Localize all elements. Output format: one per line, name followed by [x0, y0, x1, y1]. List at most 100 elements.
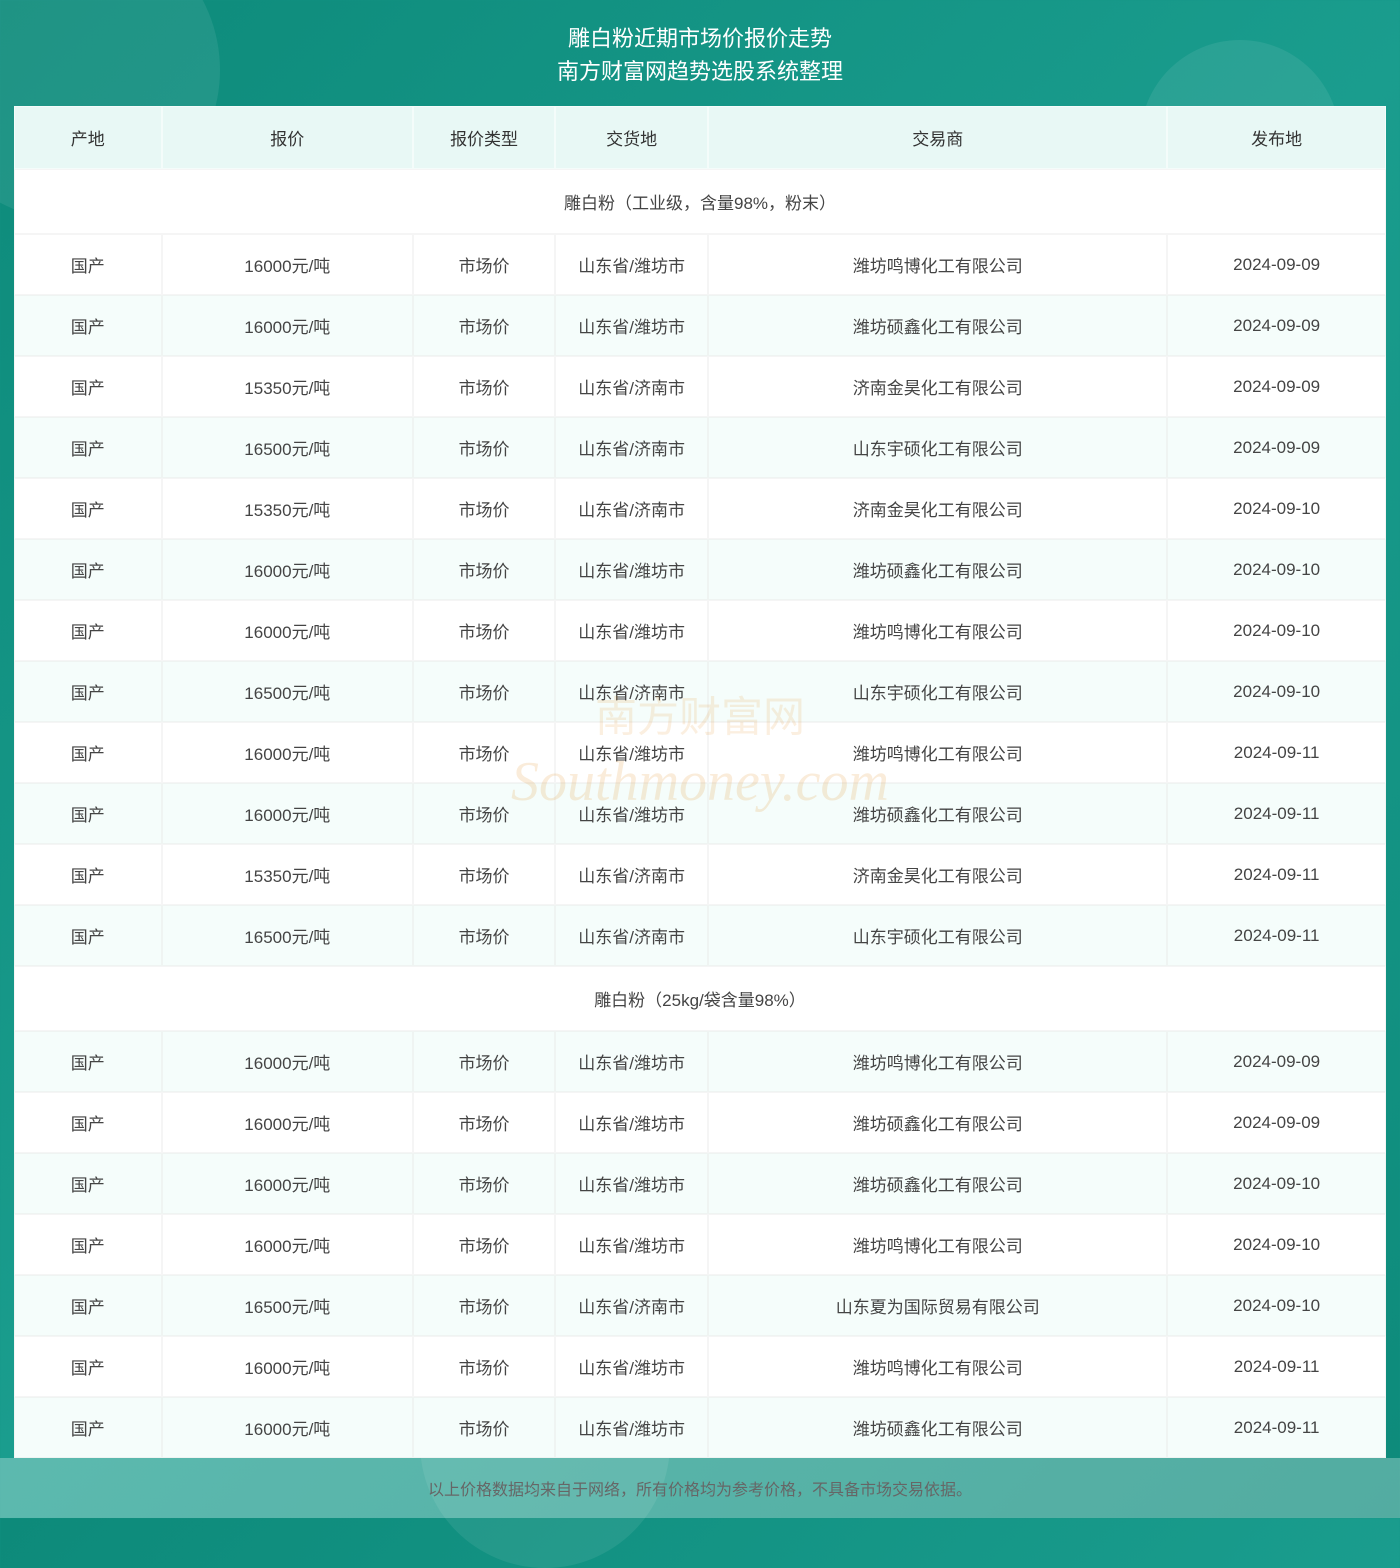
cell-origin: 国产	[14, 234, 162, 295]
table-row: 国产15350元/吨市场价山东省/济南市济南金昊化工有限公司2024-09-10	[14, 478, 1386, 539]
cell-type: 市场价	[413, 539, 555, 600]
col-header-origin: 产地	[14, 106, 162, 169]
cell-delivery: 山东省/济南市	[555, 478, 708, 539]
cell-trader: 潍坊硕鑫化工有限公司	[708, 1092, 1167, 1153]
cell-trader: 潍坊硕鑫化工有限公司	[708, 1397, 1167, 1458]
cell-trader: 济南金昊化工有限公司	[708, 478, 1167, 539]
table-row: 国产16500元/吨市场价山东省/济南市山东宇硕化工有限公司2024-09-09	[14, 417, 1386, 478]
cell-trader: 潍坊鸣博化工有限公司	[708, 1214, 1167, 1275]
cell-delivery: 山东省/济南市	[555, 1275, 708, 1336]
table-row: 国产16000元/吨市场价山东省/潍坊市潍坊硕鑫化工有限公司2024-09-09	[14, 1092, 1386, 1153]
cell-origin: 国产	[14, 539, 162, 600]
cell-date: 2024-09-10	[1167, 1275, 1386, 1336]
title-line-1: 雕白粉近期市场价报价走势	[0, 22, 1400, 55]
cell-trader: 山东宇硕化工有限公司	[708, 417, 1167, 478]
cell-date: 2024-09-09	[1167, 1031, 1386, 1092]
cell-price: 16000元/吨	[162, 539, 413, 600]
cell-type: 市场价	[413, 1336, 555, 1397]
cell-type: 市场价	[413, 478, 555, 539]
section-title: 雕白粉（25kg/袋含量98%）	[14, 966, 1386, 1031]
table-row: 国产16000元/吨市场价山东省/潍坊市潍坊硕鑫化工有限公司2024-09-10	[14, 1153, 1386, 1214]
cell-price: 15350元/吨	[162, 478, 413, 539]
cell-price: 16000元/吨	[162, 1092, 413, 1153]
table-row: 国产16500元/吨市场价山东省/济南市山东宇硕化工有限公司2024-09-11	[14, 905, 1386, 966]
cell-date: 2024-09-10	[1167, 661, 1386, 722]
price-table-container: 南方财富网 Southmoney.com 产地 报价 报价类型 交货地 交易商 …	[14, 106, 1386, 1458]
cell-origin: 国产	[14, 1031, 162, 1092]
cell-origin: 国产	[14, 356, 162, 417]
cell-trader: 潍坊鸣博化工有限公司	[708, 722, 1167, 783]
table-row: 国产16000元/吨市场价山东省/潍坊市潍坊鸣博化工有限公司2024-09-10	[14, 600, 1386, 661]
cell-origin: 国产	[14, 478, 162, 539]
cell-trader: 潍坊硕鑫化工有限公司	[708, 783, 1167, 844]
cell-price: 16000元/吨	[162, 1336, 413, 1397]
cell-trader: 潍坊硕鑫化工有限公司	[708, 1153, 1167, 1214]
cell-type: 市场价	[413, 1275, 555, 1336]
page-header: 雕白粉近期市场价报价走势 南方财富网趋势选股系统整理	[0, 0, 1400, 106]
col-header-delivery: 交货地	[555, 106, 708, 169]
table-row: 国产16000元/吨市场价山东省/潍坊市潍坊鸣博化工有限公司2024-09-11	[14, 1336, 1386, 1397]
cell-price: 15350元/吨	[162, 844, 413, 905]
cell-trader: 济南金昊化工有限公司	[708, 356, 1167, 417]
cell-trader: 山东宇硕化工有限公司	[708, 661, 1167, 722]
cell-type: 市场价	[413, 1153, 555, 1214]
cell-origin: 国产	[14, 844, 162, 905]
table-row: 国产16500元/吨市场价山东省/济南市山东宇硕化工有限公司2024-09-10	[14, 661, 1386, 722]
cell-type: 市场价	[413, 783, 555, 844]
cell-type: 市场价	[413, 1214, 555, 1275]
cell-origin: 国产	[14, 1336, 162, 1397]
cell-delivery: 山东省/潍坊市	[555, 783, 708, 844]
cell-price: 16000元/吨	[162, 1214, 413, 1275]
table-row: 国产16000元/吨市场价山东省/潍坊市潍坊硕鑫化工有限公司2024-09-09	[14, 295, 1386, 356]
cell-price: 16500元/吨	[162, 1275, 413, 1336]
cell-trader: 山东宇硕化工有限公司	[708, 905, 1167, 966]
cell-trader: 潍坊硕鑫化工有限公司	[708, 295, 1167, 356]
cell-date: 2024-09-10	[1167, 1214, 1386, 1275]
table-row: 国产16000元/吨市场价山东省/潍坊市潍坊鸣博化工有限公司2024-09-09	[14, 234, 1386, 295]
cell-trader: 潍坊鸣博化工有限公司	[708, 1031, 1167, 1092]
cell-type: 市场价	[413, 722, 555, 783]
cell-date: 2024-09-09	[1167, 295, 1386, 356]
cell-origin: 国产	[14, 1275, 162, 1336]
cell-delivery: 山东省/潍坊市	[555, 1092, 708, 1153]
cell-origin: 国产	[14, 783, 162, 844]
cell-origin: 国产	[14, 295, 162, 356]
cell-delivery: 山东省/潍坊市	[555, 1214, 708, 1275]
cell-type: 市场价	[413, 1031, 555, 1092]
cell-origin: 国产	[14, 661, 162, 722]
cell-delivery: 山东省/潍坊市	[555, 234, 708, 295]
cell-type: 市场价	[413, 234, 555, 295]
cell-date: 2024-09-11	[1167, 844, 1386, 905]
cell-origin: 国产	[14, 1397, 162, 1458]
cell-date: 2024-09-11	[1167, 722, 1386, 783]
cell-origin: 国产	[14, 600, 162, 661]
cell-delivery: 山东省/潍坊市	[555, 1031, 708, 1092]
cell-date: 2024-09-09	[1167, 417, 1386, 478]
cell-trader: 济南金昊化工有限公司	[708, 844, 1167, 905]
cell-type: 市场价	[413, 600, 555, 661]
table-row: 国产16000元/吨市场价山东省/潍坊市潍坊鸣博化工有限公司2024-09-09	[14, 1031, 1386, 1092]
table-row: 国产16000元/吨市场价山东省/潍坊市潍坊硕鑫化工有限公司2024-09-11	[14, 783, 1386, 844]
cell-date: 2024-09-11	[1167, 1397, 1386, 1458]
table-row: 国产16500元/吨市场价山东省/济南市山东夏为国际贸易有限公司2024-09-…	[14, 1275, 1386, 1336]
cell-type: 市场价	[413, 661, 555, 722]
cell-price: 16000元/吨	[162, 600, 413, 661]
cell-price: 16000元/吨	[162, 783, 413, 844]
cell-origin: 国产	[14, 1153, 162, 1214]
cell-origin: 国产	[14, 1214, 162, 1275]
table-row: 国产16000元/吨市场价山东省/潍坊市潍坊鸣博化工有限公司2024-09-11	[14, 722, 1386, 783]
cell-delivery: 山东省/潍坊市	[555, 1153, 708, 1214]
cell-delivery: 山东省/潍坊市	[555, 722, 708, 783]
cell-origin: 国产	[14, 722, 162, 783]
footer-disclaimer: 以上价格数据均来自于网络，所有价格均为参考价格，不具备市场交易依据。	[0, 1458, 1400, 1518]
cell-delivery: 山东省/济南市	[555, 905, 708, 966]
table-header-row: 产地 报价 报价类型 交货地 交易商 发布地	[14, 106, 1386, 169]
cell-type: 市场价	[413, 905, 555, 966]
cell-date: 2024-09-10	[1167, 539, 1386, 600]
cell-delivery: 山东省/潍坊市	[555, 295, 708, 356]
title-line-2: 南方财富网趋势选股系统整理	[0, 55, 1400, 88]
cell-trader: 山东夏为国际贸易有限公司	[708, 1275, 1167, 1336]
col-header-trader: 交易商	[708, 106, 1167, 169]
cell-price: 16500元/吨	[162, 661, 413, 722]
cell-price: 16500元/吨	[162, 905, 413, 966]
